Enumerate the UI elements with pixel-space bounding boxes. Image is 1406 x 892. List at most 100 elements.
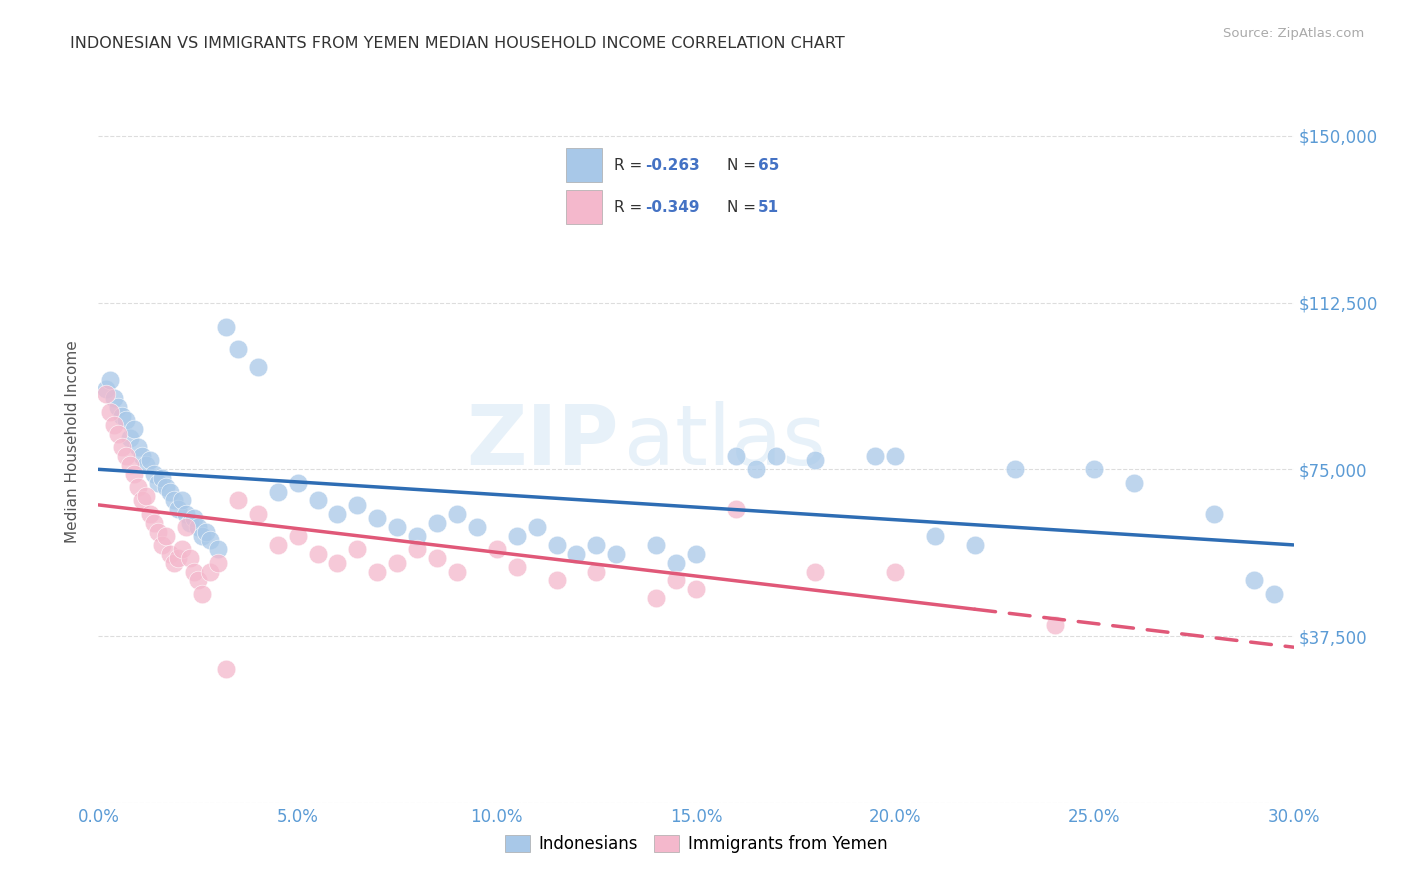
Point [287, 529, 309, 543]
Point [287, 475, 309, 490]
Point [139, 507, 162, 521]
Point [96, 386, 118, 401]
Point [1202, 507, 1225, 521]
Point [765, 449, 787, 463]
Point [326, 507, 349, 521]
Point [385, 520, 409, 534]
Point [745, 462, 768, 476]
Point [103, 417, 125, 432]
Point [267, 538, 290, 552]
Bar [565, 148, 602, 182]
Point [366, 565, 388, 579]
Legend: Indonesians, Immigrants from Yemen: Indonesians, Immigrants from Yemen [498, 828, 894, 860]
Point [179, 551, 201, 566]
Point [963, 538, 986, 552]
Text: atlas: atlas [624, 401, 825, 482]
Text: INDONESIAN VS IMMIGRANTS FROM YEMEN MEDIAN HOUSEHOLD INCOME CORRELATION CHART: INDONESIAN VS IMMIGRANTS FROM YEMEN MEDI… [70, 36, 845, 51]
Point [96, 382, 118, 396]
Point [207, 542, 229, 557]
Point [131, 449, 153, 463]
Point [98, 373, 122, 387]
Point [215, 320, 238, 334]
Point [120, 431, 142, 445]
Point [884, 565, 907, 579]
Point [135, 489, 157, 503]
Point [195, 524, 218, 539]
Point [1263, 587, 1285, 601]
Point [127, 480, 149, 494]
Point [226, 493, 249, 508]
Point [207, 556, 229, 570]
Point [120, 458, 142, 472]
Point [426, 516, 449, 530]
Point [804, 565, 827, 579]
Point [139, 453, 162, 467]
Text: R =: R = [614, 200, 647, 214]
Text: N =: N = [727, 200, 761, 214]
Point [148, 524, 170, 539]
Point [143, 467, 166, 481]
Point [585, 538, 607, 552]
Point [163, 493, 186, 508]
Point [565, 547, 588, 561]
Point [124, 467, 146, 481]
Point [446, 565, 468, 579]
Text: N =: N = [727, 158, 761, 172]
Point [1004, 462, 1026, 476]
Point [804, 453, 827, 467]
Point [191, 587, 214, 601]
Point [159, 547, 181, 561]
Point [406, 529, 429, 543]
Point [155, 529, 177, 543]
Point [172, 542, 194, 557]
Point [307, 493, 329, 508]
Point [226, 343, 249, 357]
Point [246, 507, 269, 521]
Point [111, 440, 134, 454]
Point [179, 516, 201, 530]
Text: -0.349: -0.349 [645, 200, 699, 214]
Point [167, 502, 190, 516]
Point [135, 458, 157, 472]
Point [1083, 462, 1105, 476]
Text: R =: R = [614, 158, 647, 172]
Point [155, 480, 177, 494]
Point [115, 449, 138, 463]
Point [124, 422, 146, 436]
Point [865, 449, 887, 463]
Point [685, 547, 707, 561]
Bar [565, 190, 602, 224]
Point [198, 533, 221, 548]
Point [446, 507, 468, 521]
Point [884, 449, 907, 463]
Point [724, 449, 747, 463]
Point [127, 440, 149, 454]
Point [115, 413, 138, 427]
Point [215, 662, 238, 676]
Point [267, 484, 290, 499]
Point [183, 565, 205, 579]
Point [107, 426, 129, 441]
Point [174, 507, 197, 521]
Point [143, 516, 166, 530]
Point [148, 475, 170, 490]
Point [174, 520, 197, 534]
Point [724, 502, 747, 516]
Y-axis label: Median Household Income: Median Household Income [65, 340, 80, 543]
Point [172, 493, 194, 508]
Point [605, 547, 627, 561]
Point [506, 560, 529, 574]
Point [406, 542, 429, 557]
Point [198, 565, 221, 579]
Text: 65: 65 [758, 158, 780, 172]
Point [665, 556, 688, 570]
Point [346, 542, 368, 557]
Point [187, 574, 209, 588]
Point [645, 538, 668, 552]
Point [111, 409, 134, 423]
Point [307, 547, 329, 561]
Point [1243, 574, 1265, 588]
Point [1123, 475, 1146, 490]
Point [685, 582, 707, 597]
Point [246, 360, 269, 375]
